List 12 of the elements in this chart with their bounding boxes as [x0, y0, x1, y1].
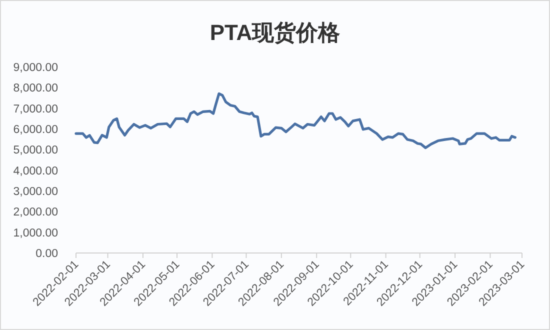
y-tick-label: 4,000.00 [13, 165, 58, 178]
y-tick-label: 6,000.00 [13, 124, 58, 136]
y-tick-label: 2,000.00 [13, 206, 58, 219]
line-series [74, 92, 516, 150]
chart-title: PTA现货价格 [210, 20, 342, 45]
y-tick-label: 1,000.00 [13, 227, 58, 240]
y-tick-label: 5,000.00 [13, 144, 58, 157]
y-tick-label: 3,000.00 [13, 186, 58, 198]
y-tick-label: 8,000.00 [13, 82, 58, 95]
y-tick-label: 9,000.00 [13, 62, 58, 74]
y-tick-label: 0.00 [36, 248, 58, 260]
y-tick-label: 7,000.00 [13, 103, 58, 116]
